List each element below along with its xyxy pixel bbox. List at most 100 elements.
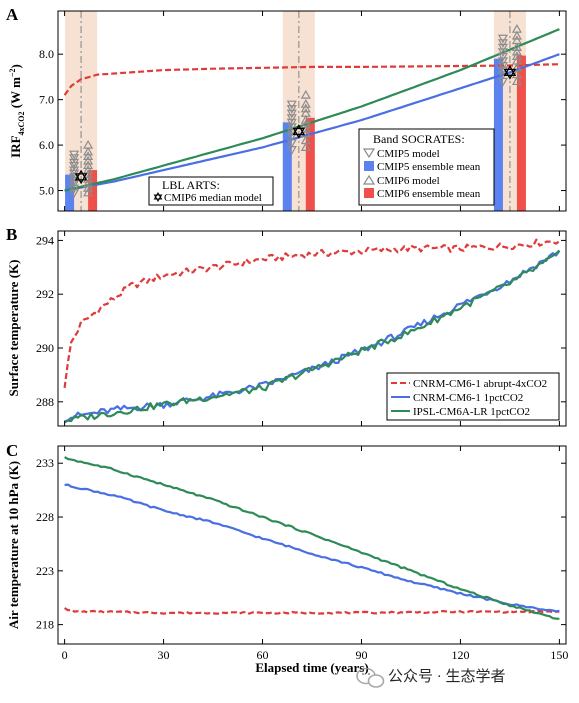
panel-a: A 5.0 6.0 7.0 8.0 IRF4xCO2 (W m−2) Band SOC… [6, 5, 567, 212]
cmip5-model-marker-0-9 [69, 154, 80, 164]
cmip6-model-marker-0-0 [83, 187, 94, 197]
legend-cmip6-model-marker [362, 174, 376, 185]
cmip5-model-marker-1-8 [286, 105, 297, 114]
legend-lbl-box [148, 176, 274, 206]
series-line-cnrm [64, 483, 560, 613]
cmip6-model-marker-0-6 [83, 160, 94, 170]
watermark: 公众号 · 生态学者 [356, 667, 506, 688]
cmip6-model-marker-2-9 [511, 23, 522, 33]
cmip5-model-marker-2-5 [497, 52, 508, 62]
cmip5-model-marker-1-7 [286, 109, 297, 119]
legend-panel-b: CNRM-CM6-1 abrupt-4xCO2 CNRM-CM6-1 1pctC… [386, 372, 560, 421]
series-line-ipsl [64, 249, 561, 424]
panel-b-frame [57, 230, 567, 427]
legend-cmip5-model-marker [362, 148, 376, 159]
cmip6-model-marker-0-1 [83, 183, 94, 192]
cmip6-model-marker-1-0 [300, 142, 311, 151]
y-tick-label-b-2: 292 [36, 287, 54, 301]
legend-lbl-label: CMIP6 median model [164, 192, 262, 204]
cmip5-model-marker-1-5 [286, 118, 297, 128]
cmip5-model-marker-0-10 [69, 150, 80, 160]
series-line-ipsl [64, 28, 560, 192]
panel-c-x-ticks: 0 30 60 90 120 150 [62, 446, 568, 662]
cmip5-mean-bar-1 [282, 122, 292, 211]
legend-b-label-cnrm: CNRM-CM6-1 1pctCO2 [413, 392, 523, 404]
panel-b-letter: B [6, 225, 17, 244]
legend-cmip5-mean-swatch [364, 161, 374, 171]
legend-cmip6-mean-label: CMIP6 ensemble mean [377, 188, 481, 200]
panel-a-y-ticks: 5.0 6.0 7.0 8.0 [39, 47, 566, 198]
legend-cmip6-mean-swatch [364, 188, 374, 198]
cmip6-model-marker-2-7 [511, 35, 522, 45]
cmip6-model-marker-1-4 [300, 119, 311, 129]
x-axis-label: Elapsed time (years) [255, 660, 368, 675]
cmip6-model-marker-0-5 [83, 164, 94, 174]
wechat-icon [356, 667, 385, 688]
y-tick-label-a-1: 6.0 [39, 138, 54, 152]
x-tick-label-1: 30 [158, 648, 170, 662]
legend-lbl-arts: LBL ARTS: CMIP6 median model [148, 176, 274, 206]
cmip6-model-marker-2-3 [511, 55, 522, 65]
y-tick-label-a-3: 8.0 [39, 47, 54, 61]
cmip6-model-marker-2-0 [511, 76, 522, 86]
cmip6-model-marker-2-6 [511, 42, 522, 51]
y-tick-label-b-0: 288 [36, 395, 54, 409]
cmip6-model-marker-0-10 [83, 139, 94, 149]
cmip6-mean-bar-0 [88, 170, 98, 211]
cmip5-model-marker-1-9 [286, 100, 297, 110]
panel-a-letter: A [6, 5, 19, 24]
cmip5-model-marker-0-0 [69, 189, 80, 199]
cmip6-model-marker-2-8 [511, 30, 522, 40]
cmip6-model-marker-0-7 [83, 155, 94, 165]
panel-b-y-axis-label: Surface temperature (K) [6, 260, 21, 397]
cmip6-model-marker-1-6 [300, 108, 311, 117]
x-tick-label-4: 120 [451, 648, 469, 662]
panel-c-frame [57, 445, 567, 645]
legend-b-label-abrupt: CNRM-CM6-1 abrupt-4xCO2 [413, 378, 547, 390]
panel-c-letter: C [6, 441, 18, 460]
cmip5-model-marker-2-7 [497, 43, 508, 53]
y-tick-label-a-2: 7.0 [39, 93, 54, 107]
cmip6-model-marker-1-9 [300, 89, 311, 99]
cmip5-model-marker-2-3 [497, 61, 508, 71]
legend-b-label-ipsl: IPSL-CM6A-LR 1pctCO2 [413, 406, 530, 418]
panel-b-y-ticks: 288 290 292 294 [36, 233, 566, 409]
panel-a-x-ticks [64, 11, 560, 211]
series-line-ipsl [64, 456, 560, 620]
panel-b: B 288 290 292 294 Surface temperature (K) C… [6, 225, 567, 427]
cmip6-model-marker-2-4 [511, 51, 522, 61]
cmip5-model-marker-2-8 [497, 39, 508, 49]
cmip6-mean-bar-1 [305, 117, 315, 211]
legend-cmip6-model-label: CMIP6 model [377, 175, 440, 187]
panel-c-plot [64, 456, 560, 620]
panel-a-frame [57, 10, 567, 212]
panel-a-plot [63, 11, 560, 212]
cmip5-mean-bar-2 [493, 58, 503, 212]
legend-socrates-title: Band SOCRATES: [373, 132, 465, 146]
y-tick-label-c-3: 233 [36, 456, 54, 470]
cmip5-model-marker-2-9 [497, 34, 508, 44]
y-tick-label-b-1: 290 [36, 341, 54, 355]
series-line-abrupt [63, 238, 561, 389]
cmip6-model-marker-0-8 [83, 151, 94, 161]
panel-b-x-ticks [64, 231, 560, 426]
cmip5-model-marker-1-4 [286, 123, 297, 133]
panel-a-y-axis-label: IRF4xCO2 (W m−2) [8, 64, 26, 158]
series-line-cnrm [64, 53, 560, 192]
lbl-median-star-0 [74, 169, 88, 185]
y-tick-label-b-3: 294 [36, 233, 54, 247]
series-line-abrupt [64, 607, 560, 615]
cmip5-model-marker-1-3 [286, 127, 297, 137]
cmip6-model-marker-1-8 [300, 98, 311, 108]
legend-socrates: Band SOCRATES: CMIP5 model CMIP5 ensembl… [358, 128, 495, 206]
legend-cmip5-mean-label: CMIP5 ensemble mean [377, 161, 481, 173]
panel-c-y-axis-label: Air temperature at 10 hPa (K) [6, 461, 21, 629]
series-line-cnrm [64, 250, 561, 423]
x-tick-label-5: 150 [550, 648, 568, 662]
series-line-abrupt [63, 63, 560, 96]
cmip6-model-marker-1-1 [300, 135, 311, 145]
cmip6-model-marker-1-5 [300, 114, 311, 124]
x-tick-label-2: 60 [257, 648, 269, 662]
panel-c: C 218 223 228 233 0 30 60 90 120 150 Air tempera… [6, 441, 568, 662]
